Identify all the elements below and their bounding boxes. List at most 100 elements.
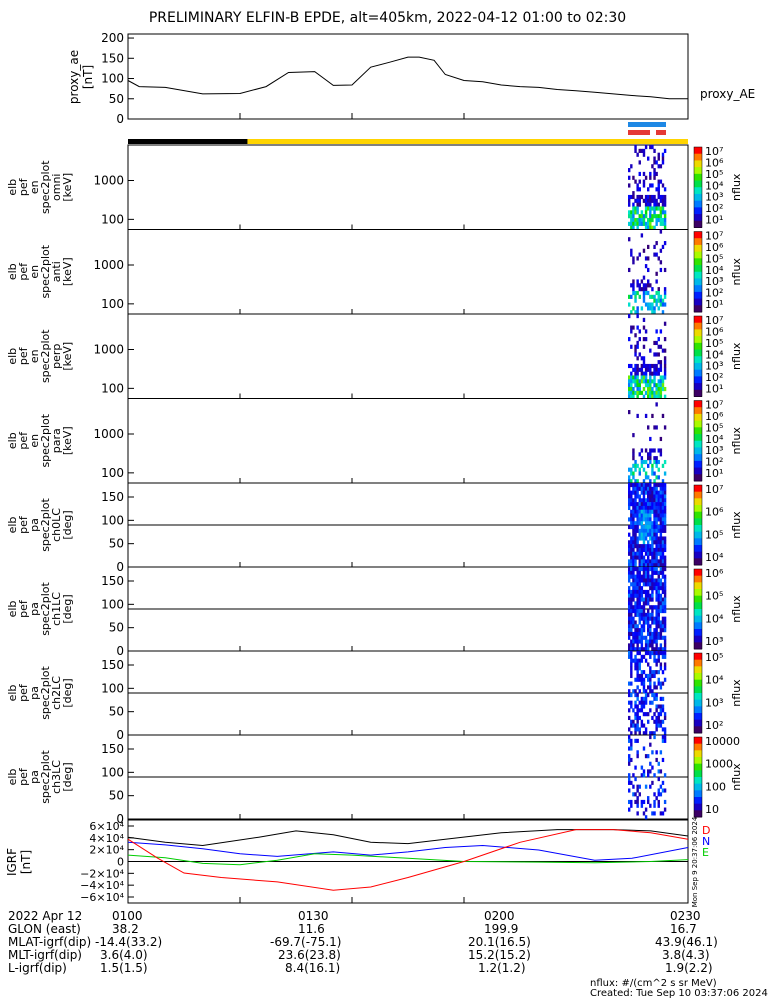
- energy-panel-2-cell-1-8: [630, 344, 633, 349]
- status-bar-black: [128, 139, 248, 144]
- energy-panel-2-cell-0-18: [628, 383, 631, 388]
- pa-panel-0-cell-14-20: [657, 559, 660, 564]
- energy-panel-1-cbar-label-5: 10²: [705, 287, 723, 300]
- pa-panel-2-cell-12-11: [653, 693, 656, 698]
- pa-panel-0-cell-4-8: [636, 513, 639, 518]
- energy-panel-2-cell-7-8: [642, 344, 646, 349]
- energy-panel-0-cell-14-15: [657, 202, 660, 207]
- energy-panel-1-cell-9-4: [647, 244, 650, 250]
- pa-panel-2-cell-13-17: [655, 715, 658, 721]
- pa-panel-2-ylabel-0: elb: [6, 685, 19, 702]
- pa-panel-2-cell-8-11: [644, 693, 648, 698]
- pa-panel-1-cell-8-21: [644, 647, 648, 652]
- energy-panel-1-cell-10-20: [649, 306, 652, 311]
- energy-panel-0-cell-5-4: [638, 160, 641, 165]
- energy-panel-0-cell-12-14: [653, 198, 656, 203]
- pa-panel-1-cell-4-15: [636, 624, 639, 629]
- footer-cell-1-4: 16.7: [670, 922, 697, 936]
- footer-cell-4-2: 8.4(16.1): [285, 961, 341, 975]
- pa-panel-0-cell-1-17: [630, 547, 633, 553]
- pa-panel-0-cell-10-10: [649, 521, 652, 526]
- energy-panel-1-cell-17-16: [663, 290, 667, 296]
- pa-panel-3-cell-0-12: [628, 780, 631, 785]
- igrf-ylabel: IGRF: [5, 848, 19, 876]
- pa-panel-1-cell-6-7: [640, 593, 644, 598]
- pa-panel-3-cell-16-1: [661, 738, 665, 743]
- energy-panel-2-cell-12-20: [653, 390, 656, 395]
- energy-panel-3-cbar-label-2: 10⁵: [705, 421, 723, 434]
- igrf-series-E-line: [127, 853, 689, 866]
- pa-panel-3-cbar-label-3: 10: [705, 803, 719, 816]
- pa-panel-2-cell-4-17: [636, 715, 639, 721]
- pa-panel-2-cell-16-20: [661, 727, 665, 732]
- pa-panel-0-cell-16-10: [661, 521, 665, 526]
- energy-panel-0-cell-8-8: [644, 175, 648, 180]
- pa-panel-0-cell-16-11: [661, 525, 665, 530]
- pa-panel-0-cell-10-9: [649, 517, 652, 522]
- energy-panel-3-cbar-seg-6: [694, 440, 702, 448]
- energy-panel-2-cell-4-13: [636, 363, 639, 369]
- pa-panel-1-cell-2-8: [632, 597, 635, 602]
- pa-panel-0-cell-17-8: [663, 513, 667, 518]
- pa-panel-0-cell-17-16: [663, 544, 667, 549]
- energy-panel-3-ylabel-4: para: [50, 428, 63, 453]
- energy-panel-0-cell-5-9: [638, 179, 641, 184]
- pa-panel-1-ytick-label-3: 0: [116, 644, 124, 658]
- pa-panel-2-cell-15-9: [659, 685, 663, 690]
- pa-panel-1-cell-6-10: [640, 605, 644, 610]
- energy-panel-3-cell-7-16: [642, 459, 646, 465]
- energy-panel-2-cell-11-19: [651, 386, 654, 392]
- pa-panel-1-cell-5-19: [638, 639, 641, 644]
- pa-panel-0-cell-7-1: [642, 486, 646, 491]
- pa-panel-3-cbar-seg-0: [694, 737, 702, 745]
- energy-panel-2-cell-13-15: [655, 371, 658, 376]
- pa-panel-1-ylabel-2: pa: [28, 602, 41, 616]
- energy-panel-1-ylabel-0: elb: [6, 263, 19, 280]
- pa-panel-1-cell-17-19: [663, 639, 667, 644]
- energy-panel-2-cbar-seg-0: [694, 316, 702, 324]
- pa-panel-3-cbar-seg-1: [694, 743, 702, 751]
- pa-panel-2-cell-2-15: [632, 708, 635, 713]
- energy-panel-0-cell-9-21: [647, 225, 650, 230]
- pa-panel-1-cell-6-12: [640, 612, 644, 617]
- energy-panel-0-cell-12-1: [653, 148, 656, 153]
- energy-panel-0-cell-15-14: [659, 198, 663, 203]
- pa-panel-2-cell-14-19: [657, 723, 660, 728]
- pa-panel-1-cell-5-10: [638, 605, 641, 610]
- energy-panel-2-cbar-seg-11: [694, 389, 702, 397]
- pa-panel-3-cell-12-20: [653, 811, 656, 816]
- energy-panel-0-cell-14-5: [657, 164, 660, 169]
- energy-panel-3-cbar-seg-0: [694, 400, 702, 408]
- pa-panel-2-cell-16-15: [661, 708, 665, 713]
- pa-panel-0-ytick-label-2: 50: [109, 537, 124, 551]
- energy-panel-1-cell-14-16: [657, 290, 660, 296]
- energy-panel-1-cell-2-13: [632, 279, 635, 284]
- pa-panel-2-cell-1-3: [630, 662, 633, 667]
- pa-panel-0-cell-0-3: [628, 494, 631, 499]
- pa-panel-1-cell-2-1: [632, 570, 635, 575]
- energy-panel-1-cell-8-7: [644, 256, 648, 261]
- pa-panel-0-cell-14-14: [657, 536, 660, 541]
- pa-panel-0-cell-9-8: [647, 513, 650, 518]
- energy-panel-1-cell-2-20: [632, 306, 635, 311]
- pa-panel-3-cell-15-4: [659, 750, 663, 755]
- energy-panel-0-cell-16-13: [661, 194, 665, 200]
- pa-panel-2-cell-15-8: [659, 681, 663, 686]
- energy-panel-1-ylabel-4: anti: [50, 261, 63, 282]
- pa-panel-1-cell-4-0: [636, 567, 639, 572]
- energy-panel-3-cell-10-10: [649, 436, 652, 442]
- pa-panel-1-cell-9-2: [647, 574, 650, 579]
- energy-panel-2-cell-15-21: [659, 394, 663, 399]
- pa-panel-1-cell-12-0: [653, 567, 656, 572]
- pa-panel-0-cell-0-15: [628, 540, 631, 545]
- pa-panel-2-cell-3-14: [634, 704, 637, 709]
- energy-panel-2-cbar-seg-2: [694, 329, 702, 337]
- energy-panel-2-cell-9-19: [647, 386, 650, 392]
- energy-panel-2-cell-1-3: [630, 325, 633, 330]
- energy-panel-0-cell-15-5: [659, 164, 663, 169]
- energy-panel-2-cell-8-4: [644, 329, 648, 334]
- pa-panel-3-cbar-seg-9: [694, 797, 702, 805]
- pa-panel-2-cell-3-19: [634, 723, 637, 728]
- energy-panel-2-cell-4-15: [636, 371, 639, 376]
- pa-panel-1-cell-7-15: [642, 624, 646, 629]
